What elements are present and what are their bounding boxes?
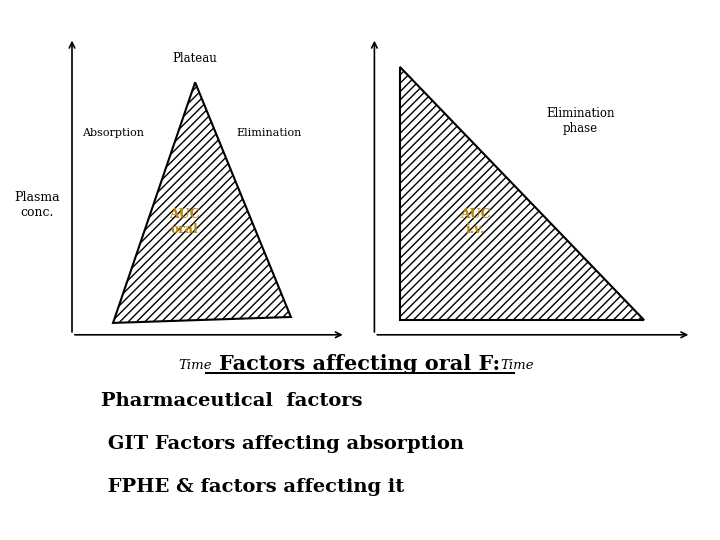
Text: AUC
i.v.: AUC i.v. — [460, 208, 491, 236]
Polygon shape — [400, 68, 644, 320]
Text: Elimination: Elimination — [236, 128, 302, 138]
Text: Elimination
phase: Elimination phase — [546, 107, 615, 135]
Text: Plateau: Plateau — [173, 51, 217, 64]
Text: Time: Time — [179, 359, 212, 372]
Text: GIT Factors affecting absorption: GIT Factors affecting absorption — [101, 435, 464, 453]
Text: Factors affecting oral F:: Factors affecting oral F: — [220, 354, 500, 374]
Text: Absorption: Absorption — [82, 128, 144, 138]
Text: Plasma
conc.: Plasma conc. — [14, 191, 60, 219]
Polygon shape — [113, 82, 291, 323]
Text: Time: Time — [500, 359, 534, 372]
Text: AUC
oral: AUC oral — [168, 208, 199, 236]
Text: FPHE & factors affecting it: FPHE & factors affecting it — [101, 478, 404, 496]
Text: Pharmaceutical  factors: Pharmaceutical factors — [101, 392, 362, 409]
